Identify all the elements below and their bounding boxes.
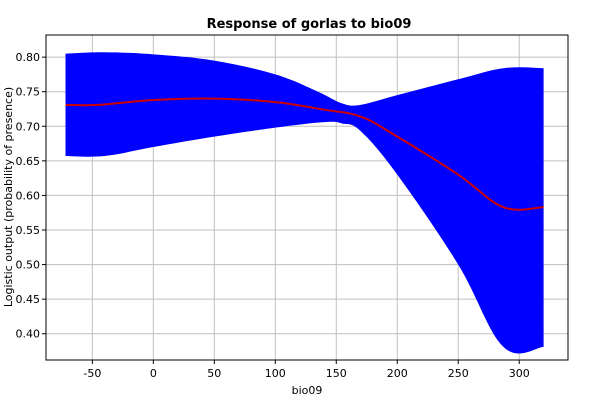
plot-frame bbox=[45, 34, 569, 361]
x-tick-label: 100 bbox=[265, 367, 286, 380]
x-tick-label: 250 bbox=[448, 367, 469, 380]
y-tick-label: 0.60 bbox=[16, 189, 41, 202]
x-axis-label: bio09 bbox=[292, 384, 323, 397]
y-tick-label: 0.45 bbox=[16, 293, 41, 306]
y-tick-label: 0.75 bbox=[16, 86, 41, 99]
mean-response-line bbox=[65, 97, 544, 211]
chart-title: Response of gorlas to bio09 bbox=[207, 17, 412, 32]
confidence-band bbox=[65, 52, 544, 354]
y-axis-ticks: 0.40 0.45 0.50 0.55 0.60 0.65 0.70 0.75 0.80 bbox=[16, 51, 46, 341]
x-tick-label: 200 bbox=[387, 367, 408, 380]
y-axis-label: Logistic output (probability of presence… bbox=[2, 87, 15, 307]
x-tick-label: 50 bbox=[207, 367, 221, 380]
y-tick-label: 0.40 bbox=[16, 328, 41, 341]
x-tick-label: 150 bbox=[326, 367, 347, 380]
y-tick-label: 0.80 bbox=[16, 51, 41, 64]
y-tick-label: 0.55 bbox=[16, 224, 41, 237]
x-tick-label: -50 bbox=[83, 367, 101, 380]
y-tick-label: 0.65 bbox=[16, 155, 41, 168]
x-axis-ticks: -50 0 50 100 150 200 250 300 bbox=[83, 360, 530, 380]
y-tick-label: 0.70 bbox=[16, 120, 41, 133]
x-tick-label: 300 bbox=[509, 367, 530, 380]
x-tick-label: 0 bbox=[150, 367, 157, 380]
y-tick-label: 0.50 bbox=[16, 259, 41, 272]
